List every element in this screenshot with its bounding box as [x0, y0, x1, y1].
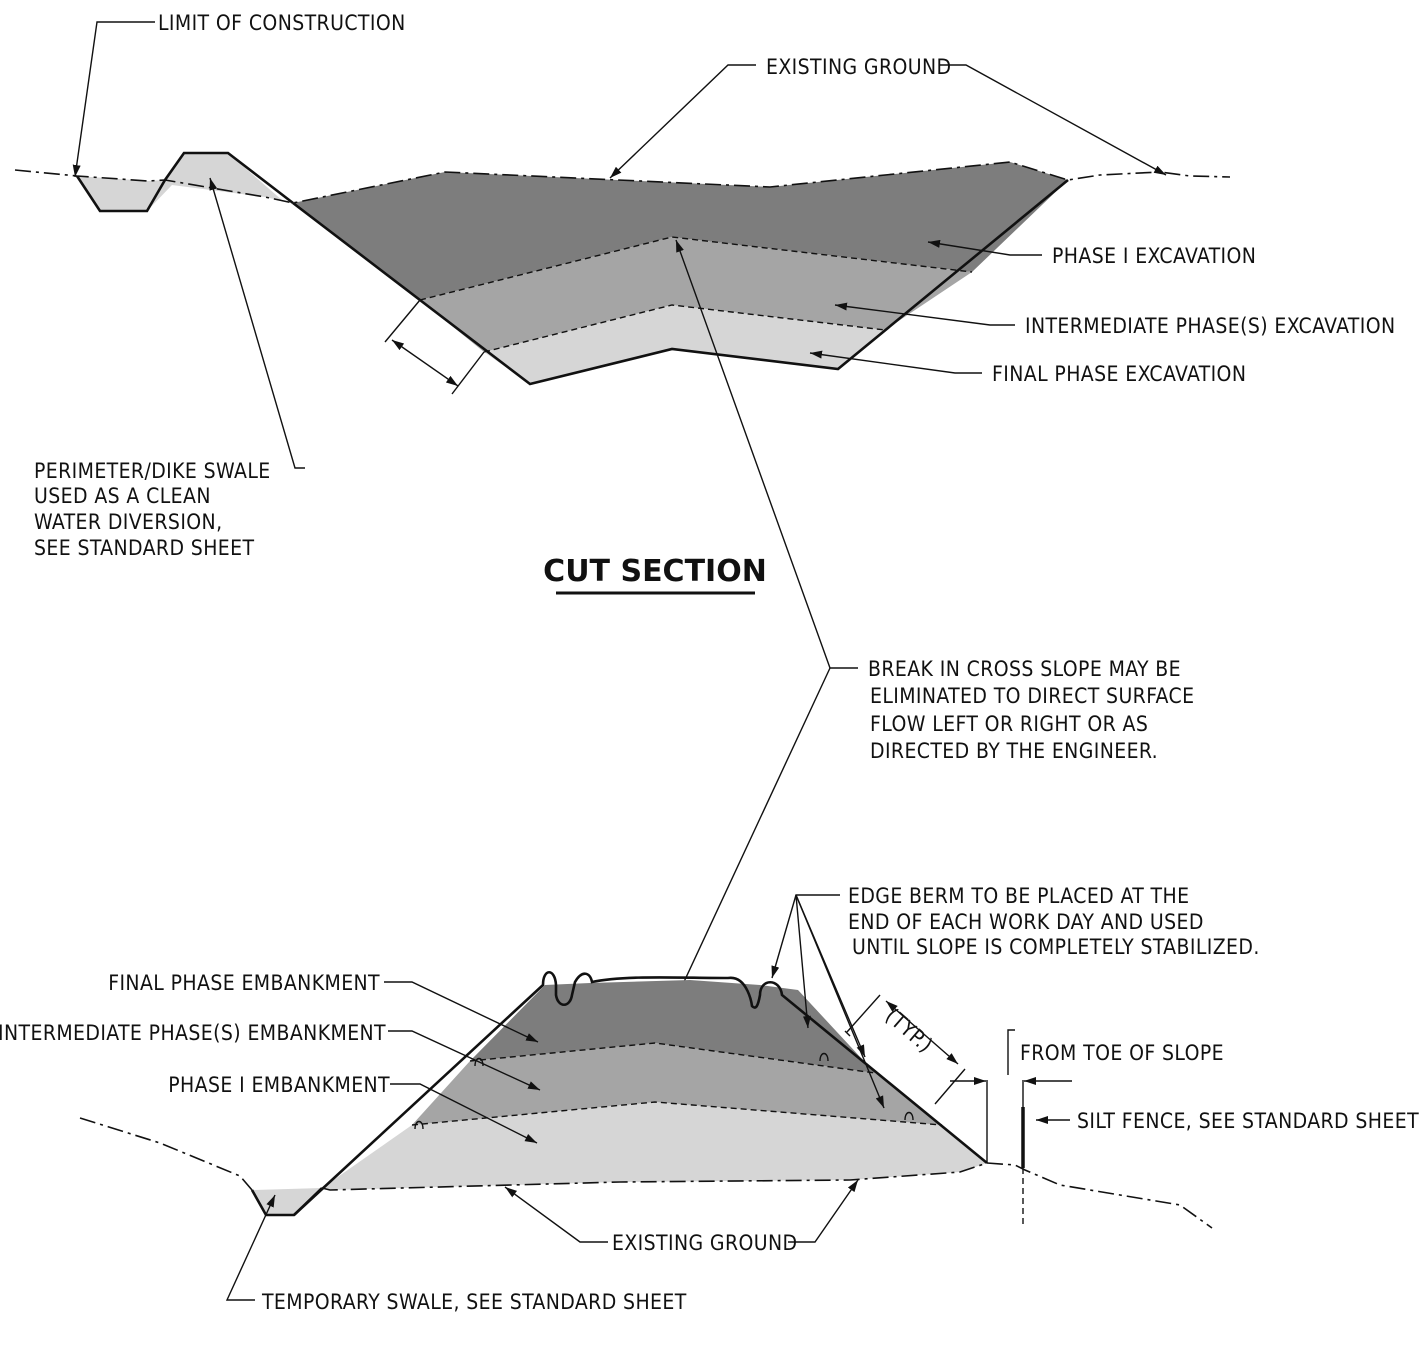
final-boundary	[469, 1042, 876, 1074]
phase1-excavation-area	[293, 162, 1068, 300]
existing-ground-leader-fill-left	[504, 1186, 608, 1243]
intermediate-boundary	[483, 304, 886, 353]
phase1-excavation-label: PHASE I EXCAVATION	[1052, 244, 1256, 268]
existing-ground-line-fill-right	[986, 1162, 1213, 1229]
edge-berm-line-3: UNTIL SLOPE IS COMPLETELY STABILIZED.	[852, 935, 1260, 959]
phase1-excavation-leader	[927, 239, 1042, 256]
phase1-embankment-label: PHASE I EMBANKMENT	[168, 1073, 390, 1097]
break-slope-note: BREAK IN CROSS SLOPE MAY BE ELIMINATED T…	[655, 239, 1194, 1043]
final-embankment-label: FINAL PHASE EMBANKMENT	[108, 971, 380, 995]
phase1-embankment-area	[322, 1102, 987, 1190]
break-slope-leader-down	[655, 667, 831, 1043]
edge-berm-left-2	[414, 1120, 424, 1130]
edge-berm-leader-4	[795, 894, 885, 1109]
intermediate-embankment-area	[412, 1043, 942, 1125]
break-note-line-1: BREAK IN CROSS SLOPE MAY BE	[868, 657, 1181, 681]
typ-label: (TYP.)	[881, 1004, 938, 1058]
perimeter-swale-fill	[77, 153, 283, 211]
edge-berm-leader-1	[771, 894, 840, 979]
perimeter-swale-leader	[209, 177, 305, 469]
final-embankment-area	[470, 980, 875, 1073]
break-note-line-4: DIRECTED BY THE ENGINEER.	[870, 739, 1158, 763]
break-note-line-3: FLOW LEFT OR RIGHT OR AS	[870, 712, 1148, 736]
limit-of-construction-label: LIMIT OF CONSTRUCTION	[158, 11, 406, 35]
existing-ground-leader-left	[609, 64, 756, 179]
perimeter-swale-outline	[75, 151, 294, 213]
intermediate-embankment-boundary	[411, 1101, 943, 1126]
dimension-ext-1	[384, 299, 421, 343]
existing-ground-label-cut: EXISTING GROUND	[766, 55, 951, 79]
typ-dim-ext-bottom	[934, 1068, 966, 1105]
depth-dimension	[391, 339, 459, 387]
silt-fence-label: SILT FENCE, SEE STANDARD SHEET	[1077, 1109, 1419, 1133]
intermediate-embankment-leader	[388, 1030, 541, 1091]
perimeter-swale-line-3: WATER DIVERSION,	[34, 510, 222, 534]
cut-outline	[292, 178, 1069, 386]
fill-section: (TYP.) FROM TOE OF SLOPE EDGE BERM TO BE…	[0, 884, 1419, 1314]
cut-section: LIMIT OF CONSTRUCTION EXISTING GROUND PH…	[14, 11, 1396, 560]
temporary-swale-leader	[225, 1194, 276, 1301]
intermediate-excavation-label: INTERMEDIATE PHASE(S) EXCAVATION	[1025, 314, 1396, 338]
intermediate-excavation-leader	[834, 302, 1015, 326]
limit-construction-leader	[72, 21, 155, 178]
final-excavation-label: FINAL PHASE EXCAVATION	[992, 362, 1246, 386]
dimension-ext-2	[451, 351, 485, 395]
intermediate-embankment-label: INTERMEDIATE PHASE(S) EMBANKMENT	[0, 1021, 386, 1045]
edge-berm-line-2: END OF EACH WORK DAY AND USED	[848, 910, 1204, 934]
edge-berm-leader-2	[795, 894, 811, 1029]
existing-ground-line-cut	[14, 161, 1231, 204]
final-excavation-leader	[809, 350, 982, 374]
final-embankment-leader	[384, 981, 539, 1043]
typ-dimension	[885, 1000, 959, 1065]
embankment-outline	[293, 970, 988, 1216]
existing-ground-line-fill-bottom	[321, 1162, 988, 1191]
phase1-embankment-leader	[390, 1083, 538, 1144]
perimeter-swale-note: PERIMETER/DIKE SWALE USED AS A CLEAN WAT…	[34, 459, 271, 560]
perimeter-swale-line-4: SEE STANDARD SHEET	[34, 536, 254, 560]
edge-berm-line-1: EDGE BERM TO BE PLACED AT THE	[848, 884, 1189, 908]
break-note-line-2: ELIMINATED TO DIRECT SURFACE	[870, 684, 1194, 708]
perimeter-swale-line-1: PERIMETER/DIKE SWALE	[34, 459, 271, 483]
from-toe-leader	[1007, 1029, 1015, 1075]
existing-ground-line-fill	[79, 1117, 253, 1191]
from-toe-label: FROM TOE OF SLOPE	[1020, 1041, 1224, 1065]
existing-ground-leader-fill-right	[788, 1179, 859, 1243]
temporary-swale-label: TEMPORARY SWALE, SEE STANDARD SHEET	[261, 1290, 687, 1314]
existing-ground-label-fill: EXISTING GROUND	[612, 1231, 797, 1255]
final-excavation-area	[484, 305, 885, 384]
existing-ground-leader-right	[940, 64, 1167, 176]
edge-berm-note: EDGE BERM TO BE PLACED AT THE END OF EAC…	[848, 884, 1260, 959]
perimeter-swale-line-2: USED AS A CLEAN	[34, 484, 211, 508]
edge-berm-right-1	[819, 1052, 829, 1062]
edge-berm-right-2	[904, 1111, 914, 1121]
cut-section-title: CUT SECTION	[543, 554, 767, 589]
typ-dim-ext-1	[844, 1030, 851, 1037]
phase1-boundary	[419, 236, 973, 301]
typ-dim-ext-top	[846, 994, 881, 1033]
